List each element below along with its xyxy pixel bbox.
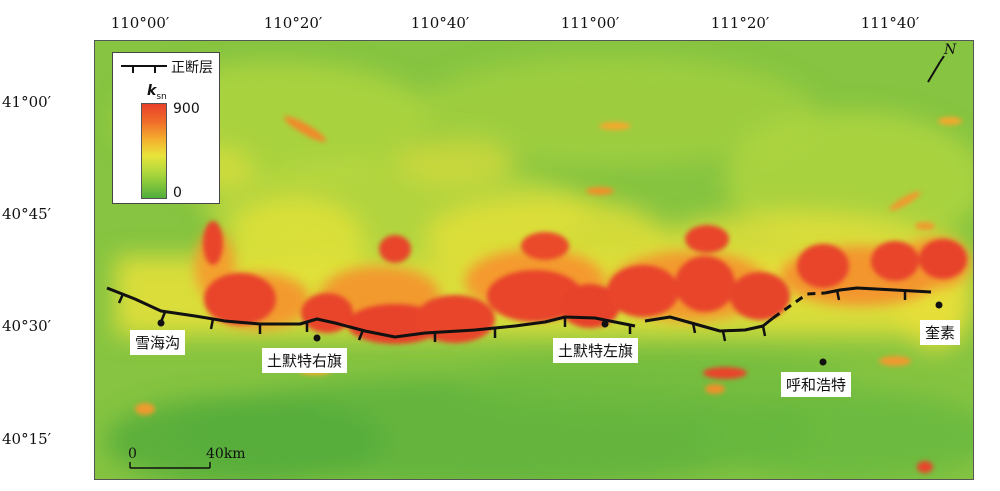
fault-ticks: [117, 289, 907, 342]
longitude-tick: 110°40′: [410, 14, 470, 32]
latitude-tick: 41°00′: [2, 93, 52, 111]
legend: 正断层 ksn 900 0: [112, 52, 220, 204]
scale-start-label: 0: [128, 446, 137, 462]
latitude-tick: 40°15′: [2, 430, 52, 448]
place-label-tumote-zuoqi: 土默特左旗: [553, 338, 639, 363]
north-arrow-icon: [927, 55, 945, 83]
longitude-tick: 111°40′: [860, 14, 920, 32]
longitude-tick: 111°20′: [710, 14, 770, 32]
place-label-kuisu: 奎素: [920, 320, 961, 345]
fault-symbol-icon: [121, 65, 167, 73]
ksn-color-ramp: [141, 103, 167, 199]
longitude-tick: 111°00′: [560, 14, 620, 32]
scale-end-label: 40km: [206, 446, 246, 462]
scale-bar: 0 40km: [128, 446, 246, 470]
place-label-tumote-youqi: 土默特右旗: [262, 348, 348, 373]
latitude-tick: 40°30′: [2, 317, 52, 335]
scale-line: [129, 462, 211, 469]
ksn-symbol: ksn: [147, 83, 167, 102]
north-streaks: [284, 116, 962, 230]
ramp-max-label: 900: [173, 101, 200, 117]
fault-legend-label: 正断层: [171, 60, 213, 76]
terrain-tones: [105, 56, 973, 479]
place-label-xuehaigou: 雪海沟: [130, 330, 186, 355]
north-arrow: N: [922, 42, 964, 86]
south-spots: [135, 356, 933, 473]
place-label-huhehaote: 呼和浩特: [781, 372, 852, 397]
normal-fault-dashed: [772, 291, 826, 320]
north-label: N: [944, 42, 957, 58]
longitude-tick: 110°20′: [263, 14, 323, 32]
normal-fault-line-far-east: [824, 286, 932, 295]
ksn-map: [94, 40, 974, 480]
longitude-tick: 110°00′: [110, 14, 170, 32]
latitude-tick: 40°45′: [2, 205, 52, 223]
ramp-min-label: 0: [173, 185, 182, 201]
map-canvas: [95, 41, 973, 479]
city-dots: [157, 301, 943, 366]
